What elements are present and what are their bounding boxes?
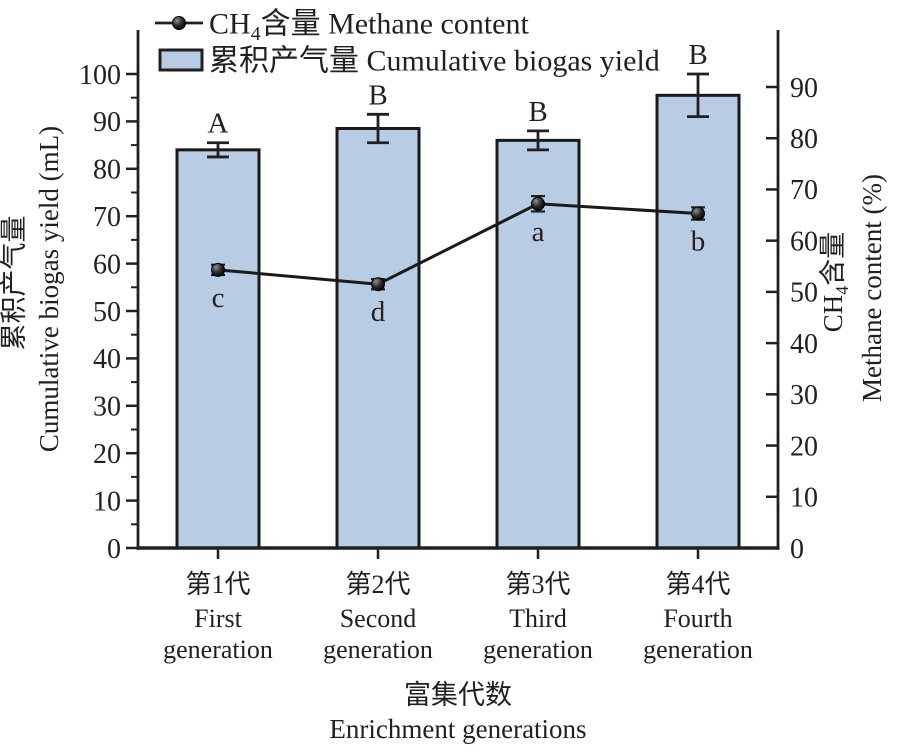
- x-category-label-en1: Third: [509, 604, 567, 633]
- left-tick-label: 10: [93, 486, 121, 517]
- right-tick-label: 80: [790, 124, 818, 155]
- methane-line: [217, 202, 699, 286]
- right-tick-label: 50: [790, 278, 818, 309]
- right-axis-label-en: Methane content (%): [857, 174, 887, 402]
- point-sig-letter-1: c: [212, 282, 225, 314]
- bar-sig-letter-4: B: [688, 39, 707, 71]
- methane-point-4: [691, 206, 705, 221]
- left-tick-label: 40: [93, 344, 121, 375]
- x-category-label-en2: generation: [643, 635, 753, 664]
- point-sig-letter-4: b: [691, 226, 706, 258]
- bar-2: [335, 127, 421, 550]
- bar-sig-letter-3: B: [528, 96, 547, 128]
- x-axis-title-zh: 富集代数: [404, 680, 512, 710]
- legend-swatch: [158, 48, 204, 72]
- x-category-label-en1: Second: [340, 604, 417, 633]
- left-tick-label: 70: [93, 202, 121, 233]
- left-tick-label: 90: [93, 107, 121, 138]
- legend-label-biogas: 累积产气量 Cumulative biogas yield: [209, 45, 660, 78]
- legend-marker: [172, 16, 186, 30]
- right-tick-label: 90: [790, 73, 818, 104]
- right-tick-label: 0: [790, 534, 804, 565]
- x-category-label-zh: 第3代: [505, 570, 570, 599]
- x-category-label-en1: Fourth: [663, 604, 732, 633]
- right-tick-label: 10: [790, 483, 818, 514]
- bar-4: [655, 93, 741, 550]
- point-sig-letter-2: d: [371, 296, 386, 328]
- left-axis-label-zh: 累积产气量: [0, 216, 29, 351]
- right-axis-label-zh: CH4含量: [818, 232, 852, 332]
- left-tick-label: 60: [93, 249, 121, 280]
- left-tick-label: 0: [107, 534, 121, 565]
- x-category-label-zh: 第2代: [345, 570, 410, 599]
- methane-point-2: [371, 277, 385, 292]
- left-tick-label: 80: [93, 155, 121, 186]
- left-tick-label: 100: [79, 60, 121, 91]
- right-tick-label: 60: [790, 226, 818, 257]
- point-sig-letter-3: a: [532, 216, 545, 248]
- left-tick-label: 50: [93, 297, 121, 328]
- x-category-label-zh: 第1代: [185, 570, 250, 599]
- right-tick-label: 30: [790, 380, 818, 411]
- methane-point-3: [531, 196, 545, 211]
- right-tick-label: 40: [790, 329, 818, 360]
- legend-label-methane: CH4含量 Methane content: [209, 8, 529, 46]
- x-category-label-en2: generation: [483, 635, 593, 664]
- bar-1: [175, 148, 261, 550]
- left-axis-label-en: Cumulative biogas yield (mL): [34, 126, 64, 452]
- left-tick-label: 20: [93, 439, 121, 470]
- bar-sig-letter-2: B: [368, 79, 387, 111]
- right-tick-label: 70: [790, 175, 818, 206]
- x-category-label-en2: generation: [163, 635, 273, 664]
- x-category-label-en2: generation: [323, 635, 433, 664]
- x-category-label-zh: 第4代: [665, 570, 730, 599]
- x-axis-title-en: Enrichment generations: [329, 714, 586, 744]
- right-tick-label: 20: [790, 431, 818, 462]
- left-tick-label: 30: [93, 392, 121, 423]
- x-category-label-en1: First: [194, 604, 242, 633]
- methane-point-1: [211, 262, 225, 277]
- bar-sig-letter-1: A: [208, 108, 229, 140]
